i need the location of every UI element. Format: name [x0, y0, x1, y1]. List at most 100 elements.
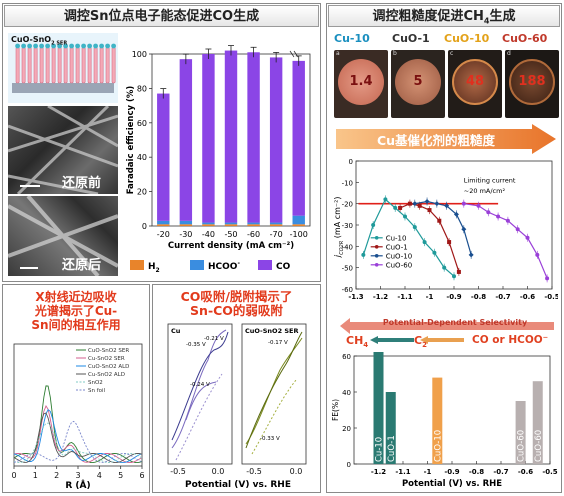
sem-fibers-before: [7, 104, 119, 196]
sample-names: Cu-10 CuO-1 CuO-10 CuO-60: [330, 32, 558, 48]
nanowire: [69, 46, 74, 84]
lsv-point: [432, 250, 437, 255]
nanowire-tip: [105, 43, 110, 49]
nanowire-array: [12, 43, 116, 93]
fe-xtick-label: -30: [179, 230, 192, 239]
fe-bar-2: [292, 60, 305, 216]
lsv-legend-label: CuO-60: [386, 261, 412, 269]
lsv-legend-marker: [374, 254, 379, 258]
xas-legend-label: CuO-SnO2 SER: [88, 348, 129, 354]
lsv-point: [505, 218, 510, 223]
lsv-chart: 0 -10 -20 -30 -40 -50 -60 -1.3 -1.2 -1.1 -1 -0.9 -0.…: [330, 155, 560, 313]
lsv-xtick-label: -1.2: [373, 293, 388, 301]
sel-ytick-label: 60: [342, 353, 351, 361]
sample-photos: 1.4 a 5 b 48 c 188 d: [334, 50, 559, 120]
fe-ytick-label: 100: [132, 50, 147, 59]
sample-value-cu10: 1.4: [349, 74, 373, 89]
fe-bar-2: [224, 50, 238, 223]
lsv-point: [383, 197, 388, 202]
co-title: CO吸附/脱附揭示了 Sn-CO的弱吸附: [154, 290, 319, 318]
co-panel: [152, 284, 321, 493]
annot-3: -0.24 V: [190, 382, 210, 388]
sem-before-image: 还原前: [7, 104, 119, 196]
lsv-series-line: [463, 203, 548, 279]
sample-photo-cuo60: 188 d: [505, 50, 559, 118]
nanowire-tip: [93, 43, 98, 49]
xas-title-line-1: X射线近边吸收: [35, 290, 117, 304]
nanowire-tip: [111, 43, 116, 49]
left-top-banner: 调控Sn位点电子能态促进CO生成: [4, 5, 319, 27]
lsv-xtick-label: -1: [426, 293, 434, 301]
nanowire-tip: [75, 43, 80, 49]
lsv-ytick-label: -50: [342, 265, 353, 273]
fe-legend-label: CO: [276, 262, 291, 272]
sample-tag-d: d: [507, 50, 511, 57]
co-title-line-1: CO吸附/脱附揭示了: [180, 289, 293, 304]
roughness-arrow-svg: [336, 124, 556, 154]
nanowire-tip: [27, 43, 32, 49]
fe-bar-2: [269, 57, 283, 223]
sem-after-image: 还原后: [7, 194, 119, 278]
xas-xtick-label: 6: [139, 471, 144, 480]
nanowire: [99, 46, 104, 84]
fe-xtick-label: -50: [224, 230, 237, 239]
sel-ytick-label: 0: [347, 461, 351, 469]
fe-bar-2: [157, 93, 170, 221]
lsv-point: [468, 252, 474, 258]
fe-bar-0: [179, 224, 193, 226]
fe-xtick-label: -20: [157, 230, 170, 239]
nanowire: [63, 46, 68, 84]
lsv-ytick-label: -40: [342, 243, 353, 251]
xas-chart: 0 1 2 3 4 5 6 CuO-SnO2 SER Cu-SnO2 SER CuO-SnO2 …: [4, 336, 148, 491]
fe-ytick-label: 40: [137, 153, 147, 162]
nanowire-tip: [63, 43, 68, 49]
xas-legend-label: Cu-SnO2 SER: [88, 356, 125, 362]
co-hcoo-label: CO or HCOO⁻: [472, 334, 549, 346]
sel-xtick-label: -1.2: [371, 468, 386, 476]
xas-curve: [13, 409, 143, 464]
xas-xlabel: R (Å): [65, 480, 90, 491]
fe-legend-label: HCOO-: [208, 260, 240, 272]
fe-xtick-label: -70: [270, 230, 283, 239]
fe-bar-1: [157, 220, 170, 225]
lsv-point: [424, 199, 430, 205]
lsv-point: [417, 203, 422, 208]
ch4-main: CH: [346, 334, 364, 347]
lsv-point: [422, 240, 427, 245]
lsv-point: [361, 252, 366, 257]
nanowire: [105, 46, 110, 84]
annot-5: -0.33 V: [260, 436, 280, 442]
lsv-point: [452, 274, 456, 279]
ch4-sub: 4: [363, 341, 369, 350]
right-title-end: 生成: [489, 9, 516, 24]
xas-curve: [13, 420, 143, 463]
sel-xtick-label: -0.6: [518, 468, 533, 476]
nanowire: [15, 46, 20, 84]
fe-ytick-label: 0: [142, 222, 147, 231]
fe-xtick-label: -40: [202, 230, 215, 239]
sem-before-label: 还原前: [62, 176, 102, 191]
selectivity-arrow-svg: [340, 318, 554, 344]
lsv-xtick-label: -1.1: [397, 293, 412, 301]
fe-bar-1: [292, 215, 305, 225]
lsv-point: [412, 225, 417, 230]
co-cv-svg: Cu CuO-SnO2 SER -0.21 V -0.35 V -0.24 V …: [167, 323, 307, 490]
fe-legend-sup: -: [237, 260, 240, 267]
fe-bar-0: [224, 224, 238, 226]
lsv-point: [442, 265, 447, 270]
lsv-point: [456, 269, 461, 274]
sel-xtick-label: -1.1: [395, 468, 410, 476]
sample-tag-a: a: [336, 50, 340, 57]
nanowire-tip: [51, 43, 56, 49]
nanowire: [111, 46, 116, 84]
lsv-xtick-label: -0.9: [446, 293, 461, 301]
fe-bar-2: [247, 52, 260, 223]
selectivity-bar-svg: 0 20 40 60 -1.2 -1.1 -1 -0.9 -0.8 -0.7 -0.6 -0.5 Cu-…: [331, 350, 558, 489]
lsv-legend-label: Cu-10: [386, 234, 407, 242]
lsv-xtick-label: -0.8: [471, 293, 486, 301]
nanowire: [81, 46, 86, 84]
lsv-ylabel-sub: CO2R: [338, 240, 345, 255]
lsv-point: [444, 203, 450, 209]
lsv-point: [434, 201, 440, 207]
lsv-xtick-label: -0.6: [520, 293, 535, 301]
